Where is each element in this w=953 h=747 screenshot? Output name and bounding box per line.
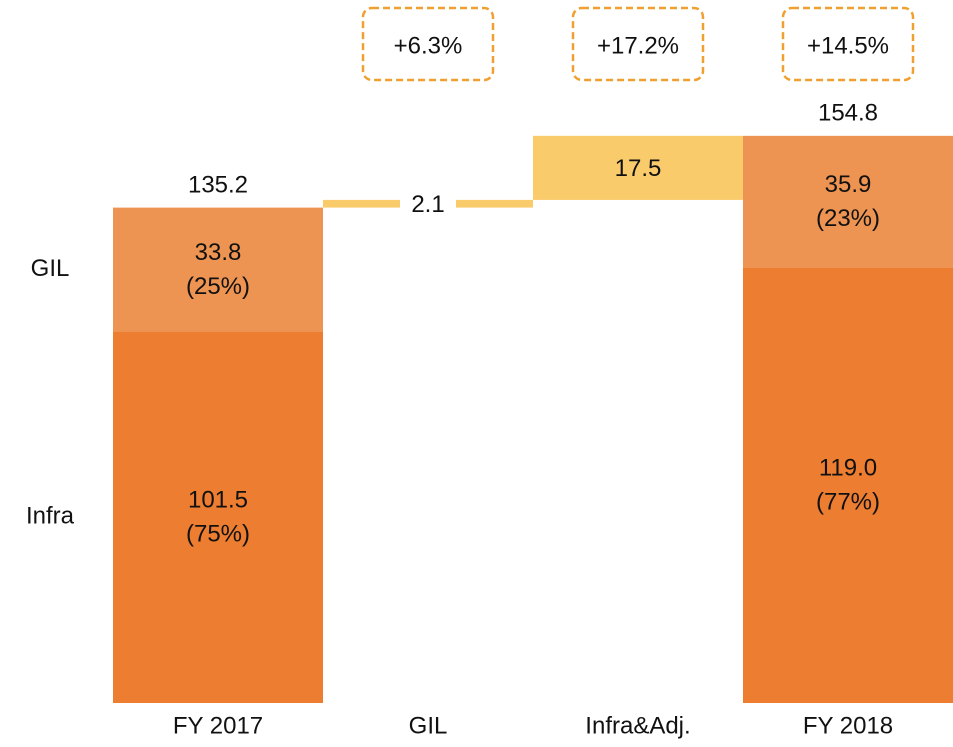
legend-label: Infra xyxy=(26,503,75,530)
growth-label: +14.5% xyxy=(807,32,889,59)
total-label: 135.2 xyxy=(188,171,248,198)
x-tick-label: FY 2018 xyxy=(803,712,893,739)
legend-label: GIL xyxy=(31,255,70,282)
growth-box xyxy=(781,6,915,82)
segment xyxy=(743,135,953,268)
change-bar xyxy=(533,135,743,200)
growth-label: +17.2% xyxy=(597,32,679,59)
growth-box xyxy=(571,6,705,82)
x-tick-label: Infra&Adj. xyxy=(585,712,690,739)
change-label: 17.5 xyxy=(615,155,662,182)
segment xyxy=(113,207,323,332)
segment-label: 119.0 xyxy=(819,454,877,481)
share-label: (75%) xyxy=(186,521,250,548)
share-label: (23%) xyxy=(816,205,880,232)
label-bg xyxy=(400,191,456,220)
share-label: (25%) xyxy=(186,273,250,300)
segment xyxy=(113,331,323,703)
segment-label: 33.8 xyxy=(195,239,242,266)
segment-label: 101.5 xyxy=(188,487,248,514)
change-label: 2.1 xyxy=(411,191,444,218)
growth-box xyxy=(361,6,495,82)
total-label: 154.8 xyxy=(818,100,878,127)
growth-label: +6.3% xyxy=(394,32,463,59)
segment xyxy=(743,267,953,703)
share-label: (77%) xyxy=(816,488,880,515)
x-tick-label: FY 2017 xyxy=(173,712,263,739)
segment-label: 35.9 xyxy=(825,171,872,198)
x-tick-label: GIL xyxy=(409,712,448,739)
